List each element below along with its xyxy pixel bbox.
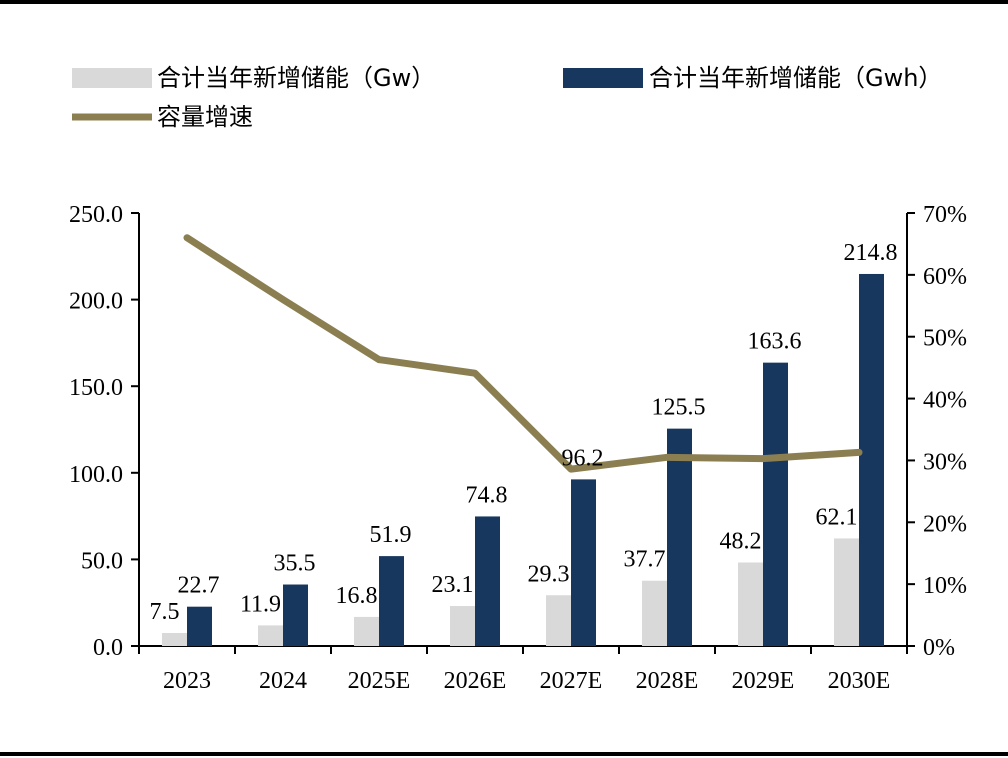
x-tick-label: 2025E	[348, 668, 411, 694]
growth-line-path	[183, 234, 863, 473]
x-tick-label: 2024	[259, 668, 307, 694]
data-label-gwh: 51.9	[370, 522, 412, 548]
left-tick-label: 50.0	[81, 548, 123, 574]
bars	[162, 273, 884, 646]
data-label-gw: 62.1	[816, 504, 858, 530]
bar-gw	[162, 633, 187, 646]
left-tick-label: 200.0	[69, 289, 123, 315]
data-label-gwh: 163.6	[748, 329, 802, 355]
data-label-gwh: 214.8	[844, 240, 898, 266]
legend-label-gwh: 合计当年新增储能（Gwh）	[649, 64, 942, 92]
legend: 合计当年新增储能（Gw） 合计当年新增储能（Gwh） 容量增速	[72, 64, 942, 131]
right-tick-label: 70%	[923, 202, 967, 228]
data-label-gw: 11.9	[240, 591, 281, 617]
bar-gw	[450, 605, 475, 646]
legend-label-growth: 容量增速	[157, 103, 253, 131]
x-tick-label: 2023	[163, 668, 211, 694]
right-tick-label: 40%	[923, 388, 967, 414]
data-label-gwh: 96.2	[562, 445, 604, 471]
data-label-gw: 37.7	[624, 547, 666, 573]
bar-gw	[258, 625, 283, 646]
data-labels: 7.522.7 11.9 35.5 16.8 51.9 23.1 74.8 29.3 96.2 3…	[150, 240, 898, 625]
bar-gwh	[667, 428, 692, 646]
x-tick-label: 2030E	[828, 668, 891, 694]
legend-swatch-gw	[72, 68, 152, 88]
axes: 0.0 50.0 100.0 150.0 200.0 250.0 0% 10% 20% 30% 40…	[69, 202, 967, 694]
data-label-gw: 23.1	[432, 572, 474, 598]
bar-gw	[546, 595, 571, 646]
left-tick-label: 250.0	[69, 202, 123, 228]
data-label-gwh: 125.5	[652, 395, 706, 421]
left-tick-label: 150.0	[69, 375, 123, 401]
x-tick-label: 2028E	[636, 668, 699, 694]
legend-label-gw: 合计当年新增储能（Gw）	[157, 64, 435, 92]
right-tick-label: 60%	[923, 264, 967, 290]
data-label-gw: 7.5	[150, 599, 180, 625]
data-label-gw: 48.2	[720, 529, 762, 555]
bar-gwh	[187, 606, 212, 646]
left-tick-label: 0.0	[93, 635, 123, 661]
x-tick-label: 2027E	[540, 668, 603, 694]
bar-gwh	[859, 273, 884, 646]
x-tick-label: 2026E	[444, 668, 507, 694]
data-label-gwh: 74.8	[466, 482, 508, 508]
data-label-gw: 29.3	[528, 561, 570, 587]
right-tick-label: 50%	[923, 326, 967, 352]
bar-gw	[834, 538, 859, 646]
left-tick-label: 100.0	[69, 462, 123, 488]
bar-gwh	[379, 556, 404, 646]
x-tick-label: 2029E	[732, 668, 795, 694]
bottom-border	[0, 752, 1008, 756]
right-tick-label: 0%	[923, 635, 955, 661]
legend-swatch-gwh	[563, 68, 643, 88]
data-label-gw: 16.8	[336, 583, 378, 609]
bar-gwh	[571, 479, 596, 646]
bar-gw	[354, 616, 379, 646]
bar-gwh	[283, 584, 308, 646]
data-label-gwh: 35.5	[274, 551, 316, 577]
bar-gw	[642, 580, 667, 646]
bar-gwh	[475, 516, 500, 646]
right-tick-label: 10%	[923, 573, 967, 599]
data-label-gwh: 22.7	[178, 573, 220, 599]
top-border	[0, 0, 1008, 4]
growth-line	[183, 234, 863, 473]
bar-gwh	[763, 362, 788, 646]
bar-gw	[738, 562, 763, 646]
right-tick-label: 30%	[923, 449, 967, 475]
right-tick-label: 20%	[923, 511, 967, 537]
